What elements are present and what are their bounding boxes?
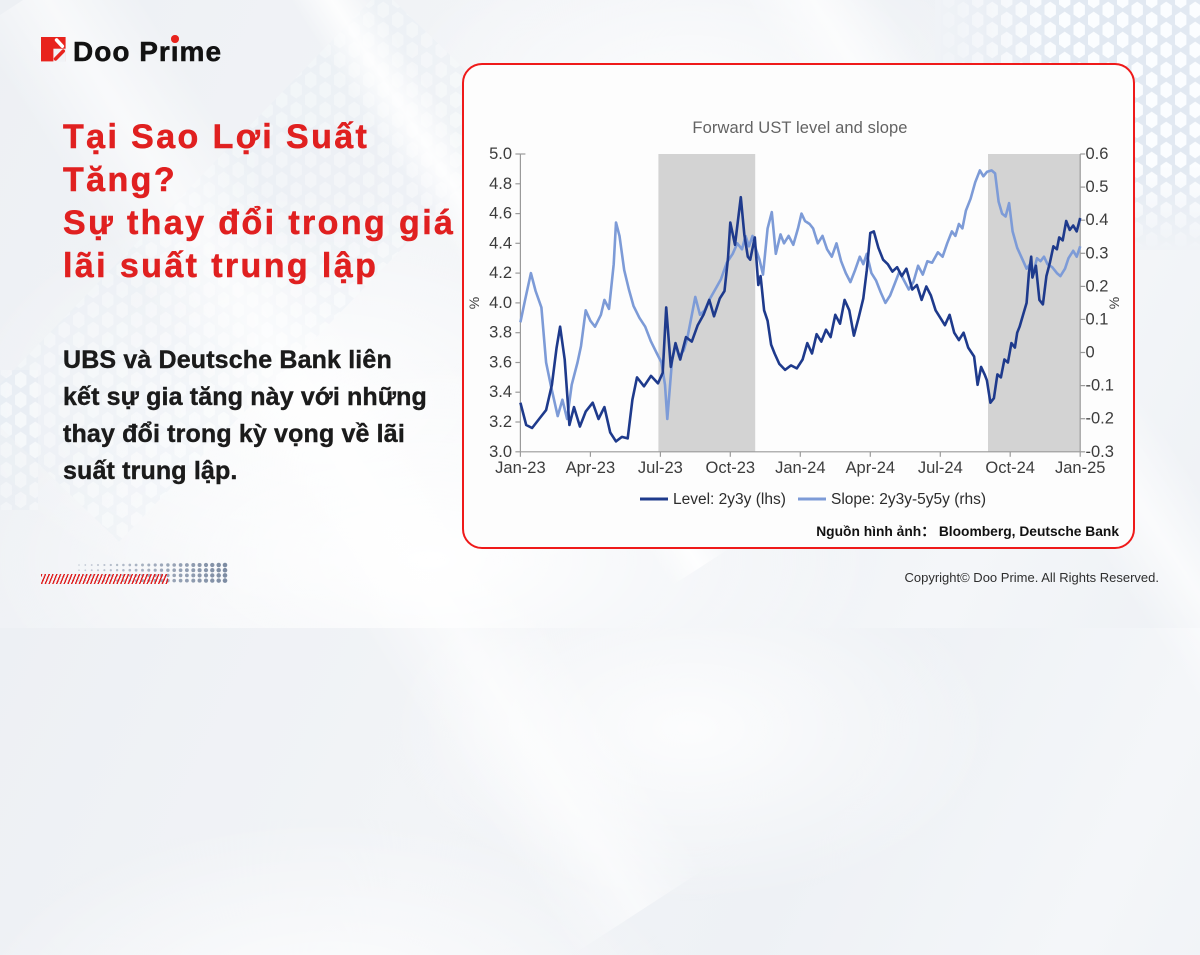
svg-text:0.5: 0.5 (1086, 178, 1109, 196)
svg-text:4.4: 4.4 (489, 234, 512, 252)
svg-text:0.6: 0.6 (1086, 145, 1109, 163)
svg-text:3.8: 3.8 (489, 324, 512, 342)
svg-text:4.6: 4.6 (489, 205, 512, 223)
svg-text:%: % (466, 297, 482, 309)
svg-text:Jul-24: Jul-24 (918, 459, 963, 477)
svg-text:Slope: 2y3y-5y5y (rhs): Slope: 2y3y-5y5y (rhs) (831, 491, 986, 508)
svg-text:Jan-23: Jan-23 (495, 459, 545, 477)
svg-text:3.4: 3.4 (489, 383, 512, 401)
svg-text:4.0: 4.0 (489, 294, 512, 312)
svg-text:Jul-23: Jul-23 (638, 459, 683, 477)
svg-text:Forward UST level and slope: Forward UST level and slope (692, 119, 907, 137)
svg-text:Apr-23: Apr-23 (566, 459, 616, 477)
svg-text:-0.2: -0.2 (1086, 410, 1114, 428)
svg-text:Oct-23: Oct-23 (706, 459, 756, 477)
svg-text:4.2: 4.2 (489, 264, 512, 282)
svg-text:3.2: 3.2 (489, 413, 512, 431)
svg-text:%: % (1106, 297, 1122, 309)
svg-text:Nguồn hình ảnh： Bloomberg, Deu: Nguồn hình ảnh： Bloomberg, Deutsche Bank (816, 524, 1119, 539)
svg-text:0.1: 0.1 (1086, 310, 1109, 328)
svg-text:Level: 2y3y (lhs): Level: 2y3y (lhs) (673, 491, 786, 508)
svg-text:-0.3: -0.3 (1086, 443, 1114, 461)
svg-text:Jan-24: Jan-24 (775, 459, 825, 477)
svg-text:5.0: 5.0 (489, 145, 512, 163)
svg-text:0: 0 (1086, 344, 1095, 362)
svg-text:-0.1: -0.1 (1086, 377, 1114, 395)
svg-text:3.0: 3.0 (489, 443, 512, 461)
svg-text:Apr-24: Apr-24 (846, 459, 896, 477)
svg-text:4.8: 4.8 (489, 175, 512, 193)
svg-text:3.6: 3.6 (489, 354, 512, 372)
svg-text:0.3: 0.3 (1086, 244, 1109, 262)
svg-text:0.4: 0.4 (1086, 211, 1109, 229)
svg-text:Oct-24: Oct-24 (985, 459, 1035, 477)
svg-text:0.2: 0.2 (1086, 277, 1109, 295)
svg-text:Jan-25: Jan-25 (1055, 459, 1105, 477)
